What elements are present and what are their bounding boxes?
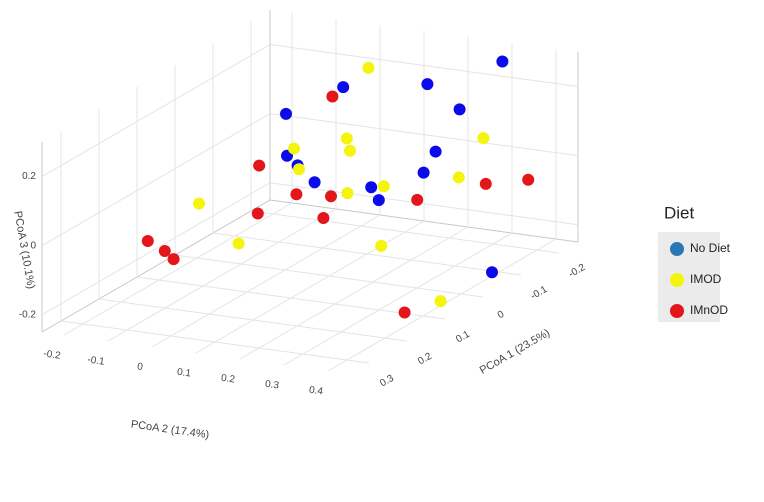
point <box>453 103 466 116</box>
point <box>167 253 180 266</box>
grid-line <box>239 226 469 360</box>
y-tick-label: -0.1 <box>87 354 106 367</box>
point <box>317 211 330 224</box>
x-tick-label: -0.1 <box>529 284 550 302</box>
y-tick-label: -0.2 <box>43 348 62 361</box>
x-tick-label: 0 <box>496 309 507 322</box>
point <box>293 163 305 176</box>
grid-line <box>107 208 337 342</box>
point <box>325 190 337 203</box>
point <box>362 61 375 74</box>
point <box>253 159 266 172</box>
x-tick-label: 0.3 <box>378 373 396 390</box>
point <box>417 166 430 179</box>
point <box>193 197 205 210</box>
point <box>158 245 171 257</box>
point <box>486 266 498 279</box>
point <box>337 81 350 94</box>
legend-title: Diet <box>664 203 695 222</box>
point <box>141 235 154 248</box>
point <box>429 145 442 158</box>
y-axis-label: PCoA 2 (17.4%) <box>130 418 210 441</box>
z-tick-label: 0.2 <box>22 171 36 182</box>
point <box>308 176 321 189</box>
point <box>477 132 490 145</box>
grid-line <box>41 113 271 247</box>
point <box>288 142 300 155</box>
point <box>434 295 447 308</box>
point <box>365 181 378 194</box>
grid-line <box>283 232 513 366</box>
point <box>280 107 292 120</box>
legend-label: IMOD <box>690 272 722 286</box>
grid-line <box>41 182 271 316</box>
grid-line <box>269 44 579 88</box>
legend-background <box>658 232 720 322</box>
legend-label: No Diet <box>690 241 731 255</box>
point <box>411 193 424 206</box>
grid-line <box>41 44 271 177</box>
point <box>340 132 353 145</box>
grid-line <box>269 182 579 226</box>
grid-line <box>195 220 425 354</box>
point <box>290 188 303 201</box>
box-edge <box>41 199 271 333</box>
legend-label: IMnOD <box>690 303 728 317</box>
x-tick-label: 0.2 <box>416 351 434 368</box>
point <box>326 90 339 103</box>
point <box>398 306 411 319</box>
legend-key <box>670 242 684 256</box>
grid-line <box>151 214 381 348</box>
y-tick-label: 0.2 <box>220 373 236 386</box>
z-tick-label: 0 <box>30 240 36 251</box>
y-tick-label: 0.1 <box>176 367 192 380</box>
point <box>377 180 390 193</box>
point <box>522 173 535 186</box>
point <box>232 237 245 250</box>
point <box>421 78 434 91</box>
grid-line <box>269 113 579 157</box>
x-tick-label: -0.2 <box>567 262 588 280</box>
point <box>372 194 385 207</box>
y-tick-label: 0.4 <box>308 385 324 398</box>
point <box>496 55 509 68</box>
grid-line <box>63 202 293 336</box>
x-tick-label: 0.1 <box>454 329 472 346</box>
legend-key <box>670 304 684 318</box>
point <box>344 144 356 157</box>
legend-key <box>670 273 684 287</box>
y-tick-label: 0.3 <box>264 379 280 392</box>
point <box>251 207 264 220</box>
point <box>452 171 465 184</box>
y-tick-label: 0 <box>136 361 143 373</box>
point <box>479 177 492 190</box>
point <box>341 187 354 200</box>
z-tick-label: -0.2 <box>19 309 37 320</box>
x-axis-label: PCoA 1 (23.5%) <box>478 327 552 377</box>
point <box>375 239 388 252</box>
